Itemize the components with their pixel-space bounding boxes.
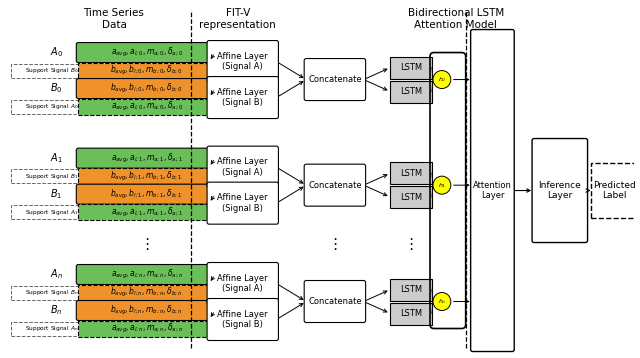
Text: LSTM: LSTM: [400, 169, 422, 178]
FancyBboxPatch shape: [76, 184, 217, 204]
Text: Affine Layer
(Signal B): Affine Layer (Signal B): [218, 193, 268, 213]
Text: Support Signal $B_1$: Support Signal $B_1$: [25, 171, 78, 181]
Text: $B_{n}$: $B_{n}$: [50, 304, 63, 318]
Text: $b_{avg}, b_{l;n}, m_{b;n}, \delta_{b;n}$: $b_{avg}, b_{l;n}, m_{b;n}, \delta_{b;n}…: [110, 304, 183, 317]
FancyBboxPatch shape: [390, 162, 432, 184]
Text: $B_{1}$: $B_{1}$: [51, 187, 63, 201]
Text: LSTM: LSTM: [400, 309, 422, 318]
FancyBboxPatch shape: [390, 279, 432, 300]
Text: Support Signal $B_n$: Support Signal $B_n$: [25, 288, 78, 297]
Text: LSTM: LSTM: [400, 63, 422, 72]
FancyBboxPatch shape: [207, 40, 278, 83]
Text: FIT-V
representation: FIT-V representation: [200, 8, 276, 30]
FancyBboxPatch shape: [470, 30, 514, 352]
Text: $a_{avg}, a_{l;0}, m_{a;0}, \delta_{a;0}$: $a_{avg}, a_{l;0}, m_{a;0}, \delta_{a;0}…: [111, 46, 183, 59]
Text: Affine Layer
(Signal A): Affine Layer (Signal A): [218, 274, 268, 293]
FancyBboxPatch shape: [78, 98, 215, 115]
Text: Concatenate: Concatenate: [308, 75, 362, 84]
Text: Affine Layer
(Signal B): Affine Layer (Signal B): [218, 88, 268, 107]
Text: Attention
Layer: Attention Layer: [473, 181, 512, 200]
Text: LSTM: LSTM: [400, 87, 422, 96]
Circle shape: [433, 292, 451, 310]
Text: $A_{n}$: $A_{n}$: [50, 268, 63, 281]
FancyBboxPatch shape: [11, 205, 92, 219]
Text: ⋮: ⋮: [404, 237, 419, 252]
Text: $h_1$: $h_1$: [438, 181, 446, 190]
FancyBboxPatch shape: [76, 148, 217, 168]
FancyBboxPatch shape: [390, 81, 432, 102]
Text: $a_{avg}, a_{l;0}, m_{a;0}, \delta_{a;0}$: $a_{avg}, a_{l;0}, m_{a;0}, \delta_{a;0}…: [111, 100, 183, 113]
Text: $b_{avg}, b_{l;n}, m_{b;n}, \delta_{b;n}$: $b_{avg}, b_{l;n}, m_{b;n}, \delta_{b;n}…: [110, 286, 183, 299]
Text: Support Signal $A_n$: Support Signal $A_n$: [25, 324, 78, 333]
Text: Affine Layer
(Signal A): Affine Layer (Signal A): [218, 158, 268, 177]
FancyBboxPatch shape: [390, 186, 432, 208]
Text: $A_{0}$: $A_{0}$: [50, 46, 63, 59]
FancyBboxPatch shape: [11, 321, 92, 335]
FancyBboxPatch shape: [591, 163, 638, 218]
Text: $a_{avg}, a_{l;1}, m_{a;1}, \delta_{a;1}$: $a_{avg}, a_{l;1}, m_{a;1}, \delta_{a;1}…: [111, 151, 182, 165]
Text: ⋮: ⋮: [327, 237, 342, 252]
FancyBboxPatch shape: [390, 57, 432, 78]
Text: Bidirectional LSTM
Attention Model: Bidirectional LSTM Attention Model: [408, 8, 504, 30]
FancyBboxPatch shape: [207, 299, 278, 340]
FancyBboxPatch shape: [304, 164, 365, 206]
FancyBboxPatch shape: [78, 63, 215, 78]
Text: $b_{avg}, b_{l;1}, m_{b;1}, \delta_{b;1}$: $b_{avg}, b_{l;1}, m_{b;1}, \delta_{b;1}…: [110, 188, 183, 201]
Text: LSTM: LSTM: [400, 193, 422, 202]
Text: $A_{1}$: $A_{1}$: [50, 151, 63, 165]
Text: Affine Layer
(Signal B): Affine Layer (Signal B): [218, 310, 268, 329]
Text: Predicted
Label: Predicted Label: [593, 181, 636, 200]
Text: $b_{avg}, b_{l;1}, m_{b;1}, \delta_{b;1}$: $b_{avg}, b_{l;1}, m_{b;1}, \delta_{b;1}…: [110, 170, 183, 183]
FancyBboxPatch shape: [304, 281, 365, 323]
FancyBboxPatch shape: [207, 262, 278, 305]
FancyBboxPatch shape: [207, 77, 278, 118]
Text: Support Signal $A_0$: Support Signal $A_0$: [25, 102, 78, 111]
FancyBboxPatch shape: [78, 204, 215, 220]
Text: Time Series
Data: Time Series Data: [83, 8, 145, 30]
FancyBboxPatch shape: [76, 78, 217, 98]
Text: Support Signal $A_1$: Support Signal $A_1$: [25, 208, 78, 217]
FancyBboxPatch shape: [207, 146, 278, 188]
FancyBboxPatch shape: [78, 168, 215, 184]
Text: $h_0$: $h_0$: [438, 75, 446, 84]
FancyBboxPatch shape: [76, 300, 217, 320]
FancyBboxPatch shape: [78, 285, 215, 300]
Text: $a_{avg}, a_{l;n}, m_{a;n}, \delta_{a;n}$: $a_{avg}, a_{l;n}, m_{a;n}, \delta_{a;n}…: [111, 268, 182, 281]
Text: $B_{0}$: $B_{0}$: [50, 82, 63, 96]
Text: ⋮: ⋮: [139, 237, 154, 252]
FancyBboxPatch shape: [532, 139, 588, 242]
Text: Affine Layer
(Signal A): Affine Layer (Signal A): [218, 52, 268, 71]
Text: LSTM: LSTM: [400, 285, 422, 294]
FancyBboxPatch shape: [304, 59, 365, 101]
Text: $b_{avg}, b_{l;0}, m_{b;0}, \delta_{b;0}$: $b_{avg}, b_{l;0}, m_{b;0}, \delta_{b;0}…: [110, 82, 183, 95]
FancyBboxPatch shape: [11, 169, 92, 183]
Circle shape: [433, 176, 451, 194]
Text: $h_n$: $h_n$: [438, 297, 446, 306]
FancyBboxPatch shape: [11, 64, 92, 78]
Text: $b_{avg}, b_{l;0}, m_{b;0}, \delta_{b;0}$: $b_{avg}, b_{l;0}, m_{b;0}, \delta_{b;0}…: [110, 64, 183, 77]
Text: $a_{avg}, a_{l;n}, m_{a;n}, \delta_{a;n}$: $a_{avg}, a_{l;n}, m_{a;n}, \delta_{a;n}…: [111, 322, 182, 335]
Text: $a_{avg}, a_{l;1}, m_{a;1}, \delta_{a;1}$: $a_{avg}, a_{l;1}, m_{a;1}, \delta_{a;1}…: [111, 205, 182, 219]
Text: Concatenate: Concatenate: [308, 181, 362, 190]
Text: Inference
Layer: Inference Layer: [538, 181, 581, 200]
FancyBboxPatch shape: [390, 303, 432, 324]
FancyBboxPatch shape: [76, 43, 217, 63]
FancyBboxPatch shape: [207, 182, 278, 224]
FancyBboxPatch shape: [11, 100, 92, 113]
Text: Support Signal $B_0$: Support Signal $B_0$: [25, 66, 78, 75]
Text: Concatenate: Concatenate: [308, 297, 362, 306]
FancyBboxPatch shape: [76, 265, 217, 285]
Circle shape: [433, 71, 451, 88]
FancyBboxPatch shape: [11, 286, 92, 300]
FancyBboxPatch shape: [78, 320, 215, 337]
